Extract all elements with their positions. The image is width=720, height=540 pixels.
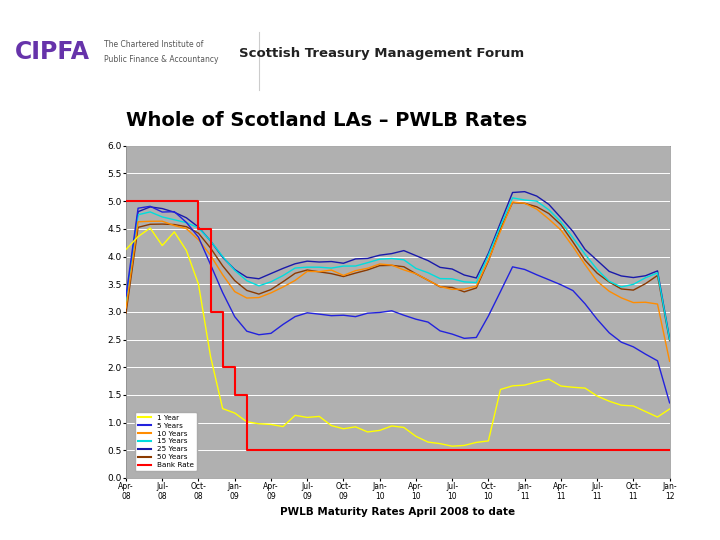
Text: Whole of Scotland LAs – PWLB Rates: Whole of Scotland LAs – PWLB Rates — [126, 111, 527, 130]
Text: Public Finance & Accountancy: Public Finance & Accountancy — [104, 55, 219, 64]
X-axis label: PWLB Maturity Rates April 2008 to date: PWLB Maturity Rates April 2008 to date — [280, 507, 516, 517]
Text: The Chartered Institute of: The Chartered Institute of — [104, 40, 204, 49]
Legend: 1 Year, 5 Years, 10 Years, 15 Years, 25 Years, 50 Years, Bank Rate: 1 Year, 5 Years, 10 Years, 15 Years, 25 … — [135, 412, 197, 471]
Text: CIPFA: CIPFA — [14, 40, 89, 64]
Text: Scottish Treasury Management Forum: Scottish Treasury Management Forum — [239, 47, 524, 60]
